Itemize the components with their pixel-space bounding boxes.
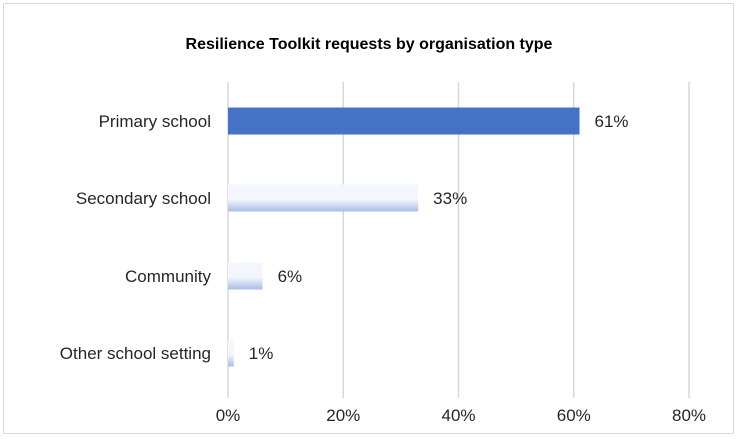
bars xyxy=(228,107,580,367)
bar xyxy=(228,339,234,367)
data-labels: 61% 33% 6% 1% xyxy=(249,112,629,363)
x-tick-label: 0% xyxy=(216,406,241,425)
x-tick-label: 40% xyxy=(441,406,475,425)
category-label: Primary school xyxy=(99,112,211,131)
data-label: 1% xyxy=(249,344,274,363)
bar xyxy=(228,107,580,135)
category-labels: Primary school Secondary school Community O… xyxy=(60,112,212,363)
data-label: 61% xyxy=(595,112,629,131)
data-label: 6% xyxy=(278,267,303,286)
category-label: Other school setting xyxy=(60,344,211,363)
data-label: 33% xyxy=(433,189,467,208)
bar xyxy=(228,184,419,212)
x-tick-label: 80% xyxy=(672,406,706,425)
x-tick-labels: 0% 20% 40% 60% 80% xyxy=(216,406,706,425)
x-tick-label: 60% xyxy=(557,406,591,425)
bar xyxy=(228,262,263,290)
category-label: Secondary school xyxy=(76,189,211,208)
chart-frame xyxy=(3,3,734,434)
x-tick-label: 20% xyxy=(326,406,360,425)
chart-title: Resilience Toolkit requests by organisat… xyxy=(186,36,553,53)
category-label: Community xyxy=(125,267,211,286)
